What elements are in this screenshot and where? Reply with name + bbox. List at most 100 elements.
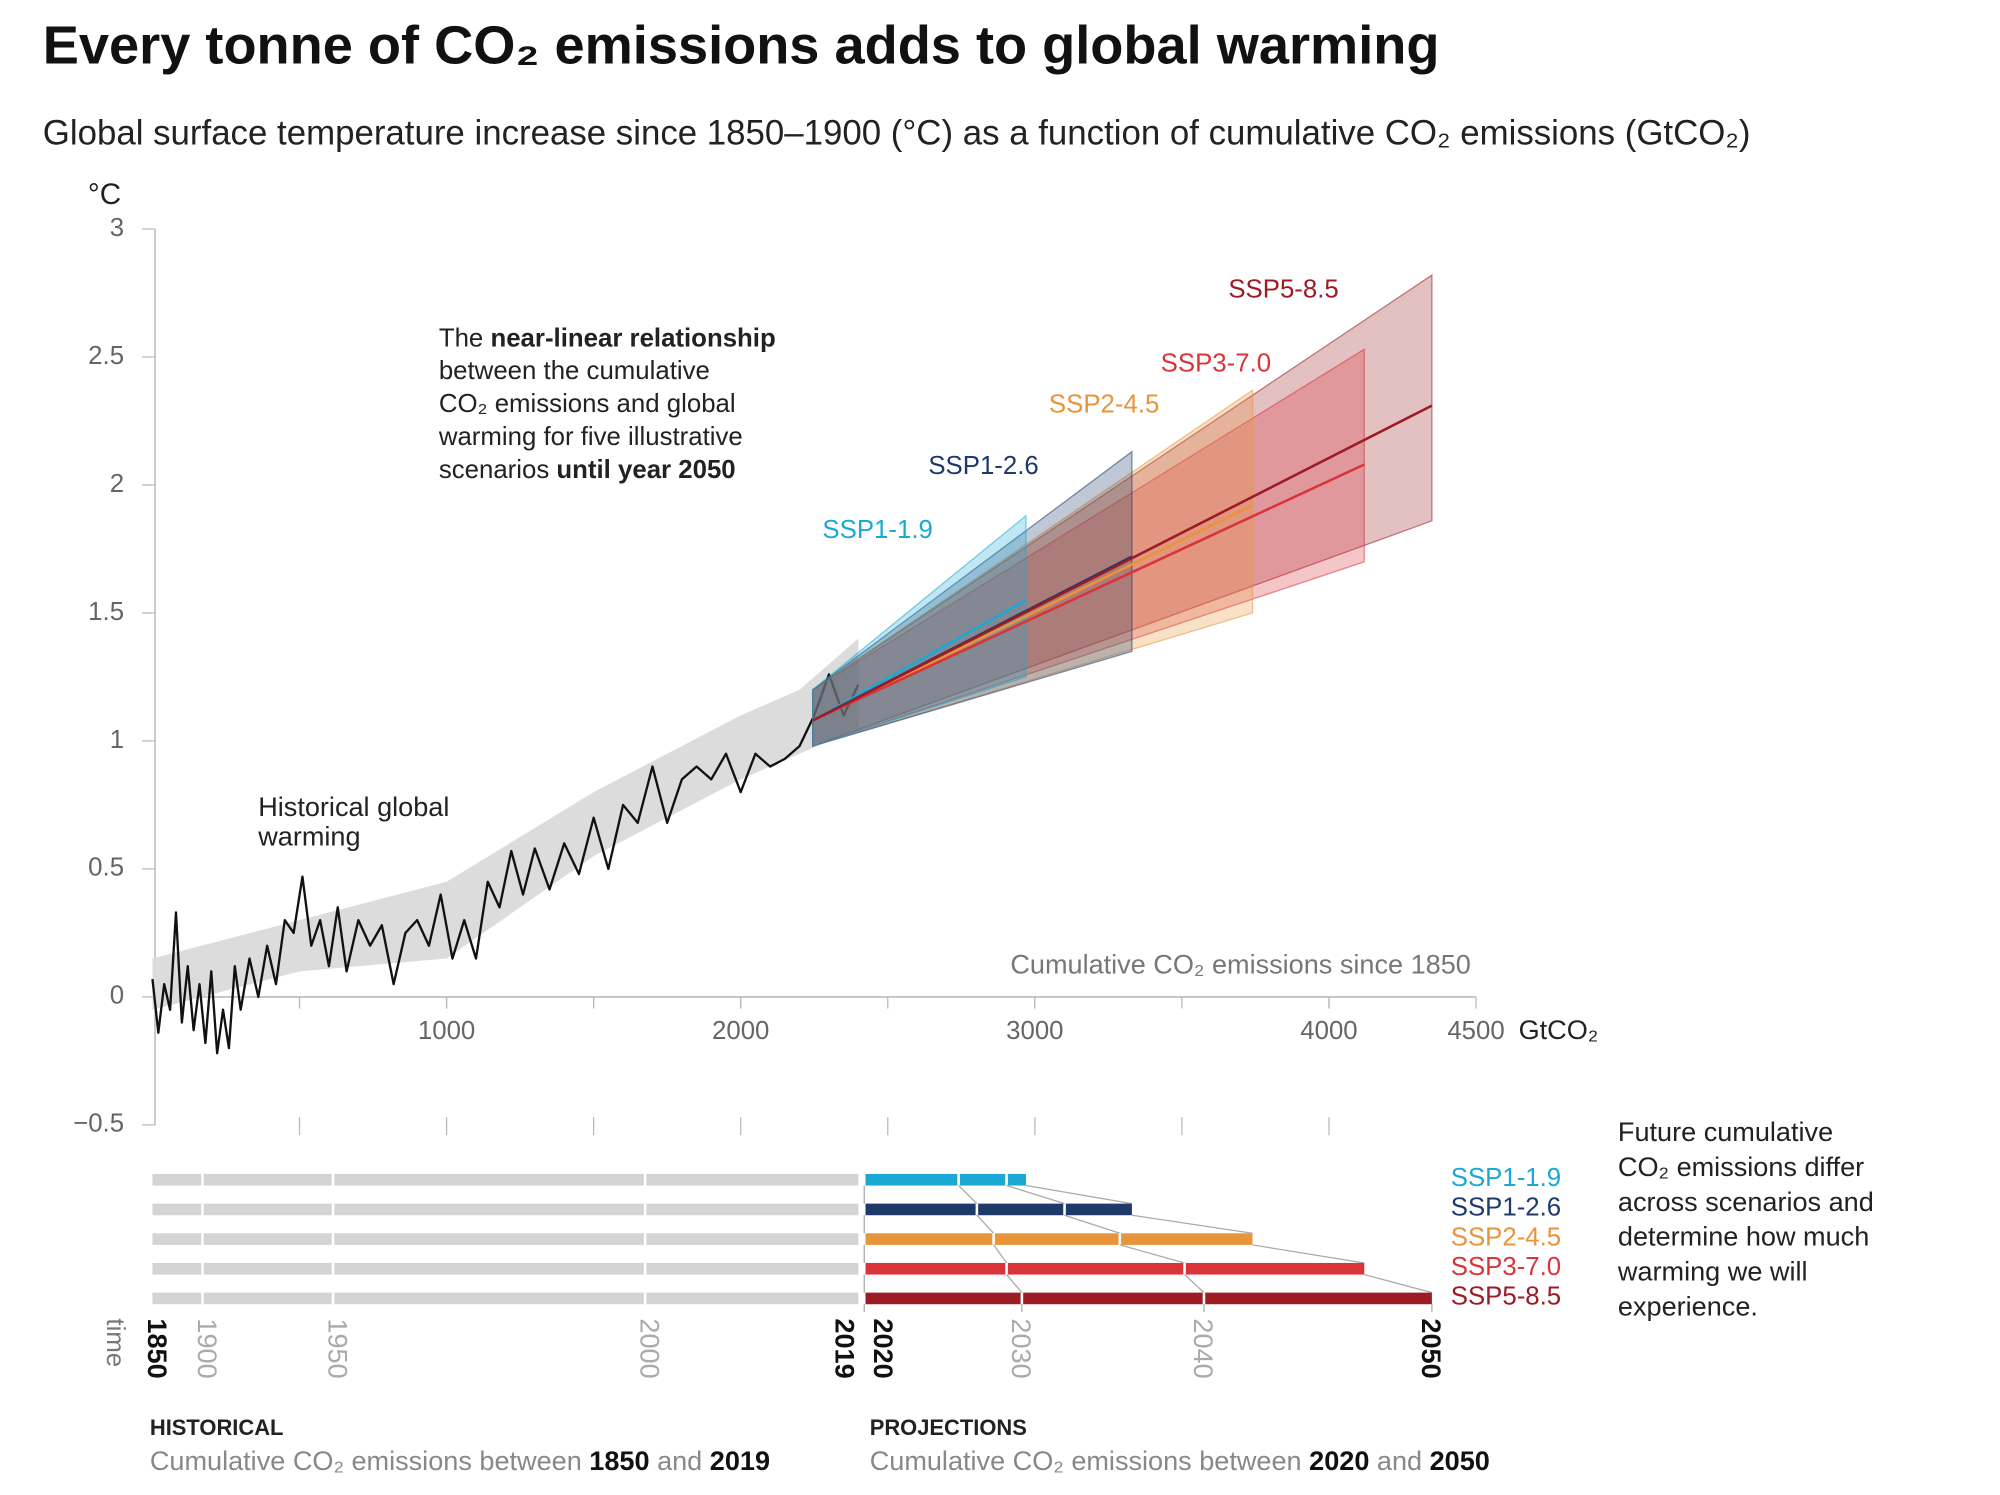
annotation-run: CO₂ emissions and global: [439, 390, 736, 418]
scenario-label: SSP3-7.0: [1161, 350, 1271, 378]
annotation-run: The: [439, 324, 491, 352]
year-connector: [993, 1244, 1008, 1264]
y-tick-label: 1: [110, 726, 124, 754]
projections-text-run: 2020: [1309, 1445, 1369, 1476]
legend-label: SSP3-7.0: [1451, 1253, 1561, 1281]
projections-text-run: Cumulative CO₂ emissions between: [870, 1445, 1309, 1476]
legend-label: SSP2-4.5: [1451, 1223, 1561, 1251]
year-label: 2000: [635, 1318, 666, 1378]
year-label: 1900: [192, 1318, 223, 1378]
historical-text-run: 2019: [710, 1445, 770, 1476]
side-note: Future cumulative: [1618, 1116, 1833, 1147]
projection-bar: [864, 1262, 1365, 1275]
projections-text: Cumulative CO₂ emissions between 2020 an…: [870, 1445, 1490, 1476]
legend-label: SSP1-1.9: [1451, 1164, 1561, 1192]
year-label: 1950: [322, 1318, 353, 1378]
scenario-line: [812, 463, 1365, 722]
historical-text-run: 1850: [589, 1445, 649, 1476]
year-connector: [1006, 1274, 1023, 1294]
projections-text-run: and: [1369, 1445, 1429, 1476]
annotation-run: scenarios: [439, 456, 557, 484]
x-tick-label: 1000: [418, 1017, 475, 1045]
projection-bar: [864, 1173, 1027, 1186]
scenario-label: SSP5-8.5: [1228, 275, 1338, 303]
side-note: CO₂ emissions differ: [1618, 1151, 1864, 1182]
projections-text-run: 2050: [1430, 1445, 1490, 1476]
historical-text-run: Cumulative CO₂ emissions between: [150, 1445, 589, 1476]
historical-label: Historical global: [258, 791, 449, 822]
annotation-run: until year 2050: [556, 456, 735, 484]
scenario-line: [812, 599, 1027, 722]
side-note: warming we will: [1617, 1255, 1808, 1286]
year-connector: [1184, 1274, 1205, 1294]
projection-bar: [864, 1233, 1253, 1245]
y-tick-label: 2: [110, 470, 124, 498]
year-connector: [1006, 1184, 1065, 1205]
projection-bar: [864, 1203, 1132, 1216]
chart-title: Every tonne of CO₂ emissions adds to glo…: [43, 15, 1440, 75]
y-tick-label: 3: [110, 214, 124, 242]
annotation-run: near-linear relationship: [490, 324, 775, 352]
annotation: The near-linear relationship: [439, 324, 776, 352]
projections-heading: PROJECTIONS: [870, 1415, 1027, 1440]
side-note: experience.: [1618, 1290, 1758, 1321]
x-tick-label: 3000: [1006, 1017, 1063, 1045]
historical-line: [151, 673, 860, 1055]
historical-heading: HISTORICAL: [150, 1415, 284, 1440]
year-label: 2040: [1188, 1318, 1219, 1378]
x-tick-label: 4000: [1300, 1017, 1357, 1045]
x-axis-label: Cumulative CO₂ emissions since 1850: [1010, 948, 1471, 979]
y-tick-label: 0: [110, 982, 124, 1010]
y-tick-label: 0.5: [88, 854, 124, 882]
historical-text: Cumulative CO₂ emissions between 1850 an…: [150, 1445, 770, 1476]
projection-bar: [864, 1292, 1432, 1305]
x-tick-label: 4500: [1447, 1017, 1504, 1045]
scenario-line: [812, 404, 1433, 722]
year-connector: [1364, 1273, 1433, 1294]
year-connector: [1131, 1214, 1253, 1234]
chart-subtitle: Global surface temperature increase sinc…: [43, 114, 1751, 153]
x-tick-label: 2000: [712, 1017, 769, 1045]
annotation-run: between the cumulative: [439, 357, 710, 385]
x-unit: GtCO₂: [1519, 1014, 1599, 1045]
annotation-run: warming for five illustrative: [438, 423, 743, 451]
scenario-label: SSP1-1.9: [822, 516, 932, 544]
historical-band: [152, 638, 859, 1010]
time-label: time: [101, 1318, 129, 1367]
side-note: determine how much: [1618, 1221, 1869, 1252]
year-label: 2050: [1416, 1318, 1447, 1378]
y-tick-label: 2.5: [88, 342, 124, 370]
annotation: between the cumulative: [439, 357, 710, 385]
y-tick-label: −0.5: [73, 1110, 124, 1138]
legend-label: SSP1-2.6: [1451, 1194, 1561, 1222]
historical-bar: [152, 1203, 859, 1216]
y-tick-label: 1.5: [88, 598, 124, 626]
y-unit: °C: [88, 178, 121, 211]
year-connector: [1252, 1244, 1365, 1264]
year-label: 2019: [830, 1318, 861, 1378]
scenario-label: SSP2-4.5: [1049, 391, 1159, 419]
historical-text-run: and: [650, 1445, 710, 1476]
side-note: across scenarios and: [1618, 1186, 1874, 1217]
year-connector: [976, 1214, 995, 1234]
annotation: warming for five illustrative: [438, 423, 743, 451]
year-connector: [958, 1185, 978, 1205]
scenario-label: SSP1-2.6: [928, 452, 1038, 480]
annotation: CO₂ emissions and global: [439, 390, 736, 418]
year-label: 1850: [142, 1318, 173, 1378]
year-connector: [1064, 1214, 1121, 1234]
legend-label: SSP5-8.5: [1451, 1283, 1561, 1311]
year-label: 2030: [1006, 1318, 1037, 1378]
historical-label: warming: [257, 821, 360, 852]
year-label: 2020: [868, 1318, 899, 1378]
historical-bar: [152, 1173, 859, 1186]
year-connector: [1025, 1184, 1133, 1205]
annotation: scenarios until year 2050: [439, 456, 736, 484]
scenario-band: [812, 514, 1027, 747]
year-connector: [1119, 1244, 1185, 1264]
historical-bar: [152, 1292, 859, 1305]
historical-bar: [152, 1262, 859, 1275]
historical-bar: [152, 1233, 859, 1245]
